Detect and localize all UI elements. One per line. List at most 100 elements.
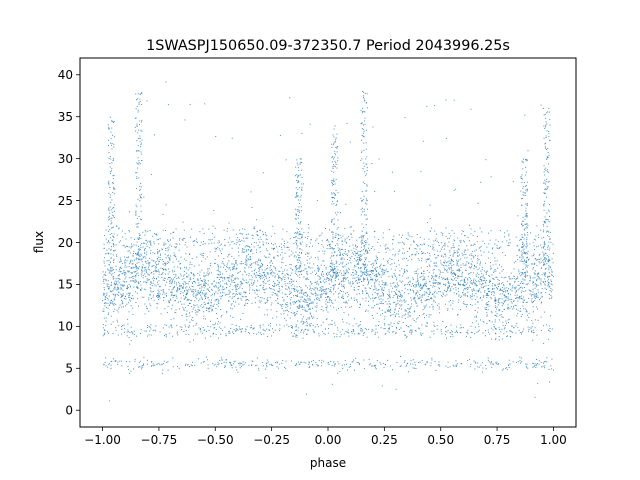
data-point xyxy=(106,285,108,287)
data-point xyxy=(518,249,520,251)
data-point xyxy=(533,272,535,274)
data-point xyxy=(295,330,297,332)
data-point xyxy=(386,261,388,263)
data-point xyxy=(479,247,481,249)
data-point xyxy=(235,290,237,292)
data-point xyxy=(365,297,367,299)
data-point xyxy=(158,294,160,296)
data-point xyxy=(444,295,446,297)
data-point xyxy=(135,301,137,303)
data-point xyxy=(336,333,338,335)
data-point xyxy=(432,284,434,286)
data-point xyxy=(213,242,215,244)
data-point xyxy=(258,369,260,371)
data-point xyxy=(487,270,489,272)
data-point xyxy=(265,276,267,278)
data-point xyxy=(447,279,449,281)
data-point xyxy=(470,263,472,265)
data-point xyxy=(261,262,263,264)
data-point xyxy=(410,324,412,326)
data-point xyxy=(225,335,227,337)
data-point xyxy=(262,287,264,289)
data-point xyxy=(133,330,135,332)
data-point xyxy=(391,243,393,245)
data-point xyxy=(258,259,260,261)
data-point xyxy=(431,227,433,229)
data-point xyxy=(297,320,299,322)
data-point xyxy=(544,275,546,277)
data-point xyxy=(265,362,267,364)
data-point xyxy=(116,254,118,256)
data-point xyxy=(515,279,517,281)
data-point xyxy=(538,299,540,301)
data-point xyxy=(248,289,250,291)
data-point xyxy=(537,289,539,291)
data-point xyxy=(293,288,295,290)
data-point xyxy=(406,264,408,266)
data-point xyxy=(167,239,169,241)
data-point xyxy=(434,282,436,284)
data-point xyxy=(133,286,135,288)
data-point xyxy=(501,286,503,288)
data-point xyxy=(262,264,264,266)
data-point xyxy=(521,281,523,283)
data-point xyxy=(432,248,434,250)
data-point xyxy=(315,272,317,274)
data-point xyxy=(341,285,343,287)
data-point xyxy=(463,278,465,280)
data-point xyxy=(399,365,401,367)
data-point xyxy=(270,265,272,267)
data-point xyxy=(398,321,400,323)
data-point xyxy=(452,247,454,249)
data-point xyxy=(494,298,496,300)
data-point xyxy=(288,246,290,248)
data-point xyxy=(198,264,200,266)
data-point xyxy=(450,332,452,334)
data-point xyxy=(384,328,386,330)
data-point xyxy=(524,251,526,253)
data-point xyxy=(184,281,186,283)
data-point xyxy=(503,333,505,335)
data-point xyxy=(487,309,489,311)
data-point xyxy=(533,267,535,269)
data-point xyxy=(363,247,365,249)
data-point xyxy=(235,262,237,264)
data-point xyxy=(303,231,305,233)
data-point xyxy=(299,301,301,303)
data-point xyxy=(270,323,272,325)
data-point xyxy=(471,266,473,268)
data-point xyxy=(198,284,200,286)
data-point xyxy=(304,321,306,323)
data-point xyxy=(453,264,455,266)
data-point xyxy=(360,328,362,330)
data-point xyxy=(354,333,356,335)
data-point xyxy=(221,314,223,316)
data-point xyxy=(388,306,390,308)
data-point xyxy=(186,316,188,318)
data-point xyxy=(102,276,104,278)
data-point xyxy=(364,327,366,329)
data-point xyxy=(135,276,137,278)
data-point xyxy=(244,296,246,298)
data-point xyxy=(341,364,343,366)
data-point xyxy=(219,250,221,252)
data-point xyxy=(273,257,275,259)
data-point xyxy=(357,301,358,303)
data-point xyxy=(362,284,364,286)
data-point xyxy=(110,291,112,293)
data-point xyxy=(504,287,506,289)
data-point xyxy=(305,362,307,364)
data-point xyxy=(394,301,396,303)
data-point xyxy=(309,302,311,304)
data-point xyxy=(111,282,113,284)
data-point xyxy=(124,305,126,307)
data-point xyxy=(205,285,207,287)
data-point xyxy=(308,227,310,229)
data-point xyxy=(311,287,313,289)
data-point xyxy=(262,288,264,290)
data-point xyxy=(133,238,135,240)
data-point xyxy=(129,361,131,363)
data-point xyxy=(465,287,467,289)
data-point xyxy=(262,328,264,330)
data-point xyxy=(328,273,330,275)
